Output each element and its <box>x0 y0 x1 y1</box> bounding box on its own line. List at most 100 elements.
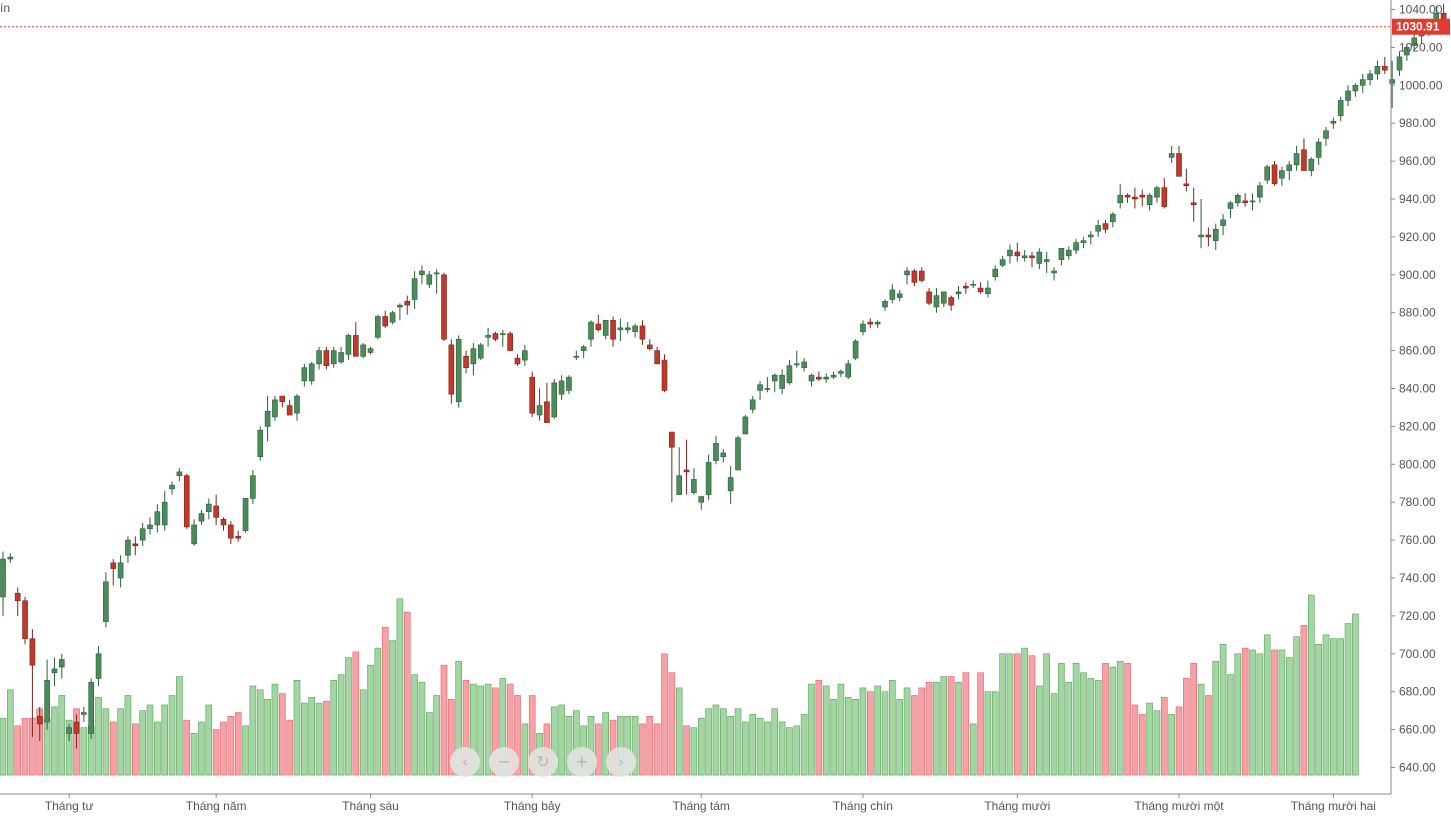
candle-body <box>786 365 793 384</box>
candle-body <box>955 291 962 295</box>
month-label: Tháng mười một <box>1134 799 1224 813</box>
candle-body <box>1168 153 1175 158</box>
volume-bar <box>1278 649 1286 776</box>
candle-body <box>360 344 366 357</box>
candle-body <box>1345 90 1351 101</box>
volume-bar <box>146 704 154 776</box>
price-tick-label: 940.00 <box>1399 192 1436 206</box>
candle-body <box>352 335 359 357</box>
candle-body <box>838 371 844 374</box>
zoom-in-button[interactable]: + <box>567 747 597 777</box>
candle-body <box>1043 259 1050 262</box>
candle-body <box>455 338 462 403</box>
candle-body <box>66 727 72 734</box>
volume-bar <box>139 710 146 776</box>
price-tick-label: 960.00 <box>1399 154 1436 168</box>
candle-body <box>1021 255 1028 259</box>
candle-body <box>544 401 550 423</box>
scroll-left-button[interactable]: ‹ <box>450 747 480 777</box>
volume-bar <box>1013 653 1021 776</box>
volume-bar <box>220 721 227 776</box>
candle-body <box>1161 187 1168 207</box>
volume-bar <box>484 683 492 776</box>
volume-bar <box>859 687 867 776</box>
candle-body <box>1110 213 1116 223</box>
scroll-right-button[interactable]: › <box>606 747 636 777</box>
volume-bar <box>786 727 793 776</box>
volume-bar <box>345 657 352 776</box>
candle-body <box>595 323 602 331</box>
candle-body <box>485 335 491 338</box>
candle-body <box>103 581 109 622</box>
volume-bar <box>1205 695 1212 776</box>
volume-bar <box>65 719 73 776</box>
candle-body <box>250 475 256 499</box>
volume-bar <box>352 651 360 776</box>
volume-bar <box>256 689 264 776</box>
volume-bar <box>749 714 757 776</box>
zoom-out-button[interactable]: − <box>489 747 519 777</box>
candle-body <box>676 475 683 495</box>
volume-bar <box>492 687 499 776</box>
candle-body <box>617 327 624 331</box>
candle-body <box>720 452 727 458</box>
candle-body <box>793 363 800 366</box>
candle-body <box>0 558 6 598</box>
candle-body <box>1190 202 1197 205</box>
candle-body <box>1382 66 1388 71</box>
volume-bar <box>212 729 220 776</box>
candle-body <box>1036 251 1043 264</box>
candle-body <box>654 350 660 365</box>
volume-bar <box>1058 662 1065 776</box>
volume-bar <box>0 717 7 776</box>
volume-bar <box>1241 647 1249 776</box>
candle-body <box>58 659 65 668</box>
volume-bar <box>323 700 330 776</box>
volume-bar <box>1249 649 1256 776</box>
candle-body <box>1139 194 1146 198</box>
candle-body <box>1007 249 1013 257</box>
candle-body <box>1359 79 1366 86</box>
volume-bar <box>1021 647 1028 776</box>
price-tick-label: 760.00 <box>1399 533 1436 547</box>
volume-bar <box>1300 625 1308 776</box>
volume-bar <box>771 708 779 776</box>
volume-bar <box>962 672 970 776</box>
volume-bar <box>903 687 911 776</box>
candle-body <box>169 484 175 490</box>
candle-body <box>426 274 433 285</box>
candle-body <box>963 285 969 289</box>
volume-bar <box>1227 674 1234 776</box>
volume-bar <box>911 695 918 776</box>
candle-body <box>1337 100 1344 116</box>
month-label: Tháng chín <box>833 799 893 813</box>
candle-body <box>999 259 1006 266</box>
volume-bar <box>176 676 183 776</box>
candle-body <box>183 475 190 528</box>
candle-body <box>389 312 396 323</box>
candle-body <box>29 638 36 666</box>
volume-bar <box>1065 681 1073 776</box>
candle-body <box>639 325 646 340</box>
volume-bar <box>190 733 198 776</box>
volume-bar <box>271 683 279 776</box>
candle-body <box>1242 200 1248 204</box>
candle-body <box>1205 234 1212 238</box>
volume-bar <box>1116 661 1124 776</box>
volume-bar <box>837 683 845 776</box>
price-tick-label: 700.00 <box>1399 647 1436 661</box>
volume-bar <box>1315 644 1322 776</box>
candle-body <box>698 496 705 503</box>
price-tick-label: 860.00 <box>1399 344 1436 358</box>
volume-bar <box>1219 644 1227 776</box>
volume-bar <box>337 674 345 776</box>
volume-bar <box>595 723 602 776</box>
price-tick-label: 720.00 <box>1399 609 1436 623</box>
candle-body <box>632 325 638 332</box>
volume-bar <box>1175 706 1183 776</box>
volume-bar <box>117 708 124 776</box>
reset-view-button[interactable]: ↻ <box>528 747 558 777</box>
candle-body <box>1293 153 1300 166</box>
